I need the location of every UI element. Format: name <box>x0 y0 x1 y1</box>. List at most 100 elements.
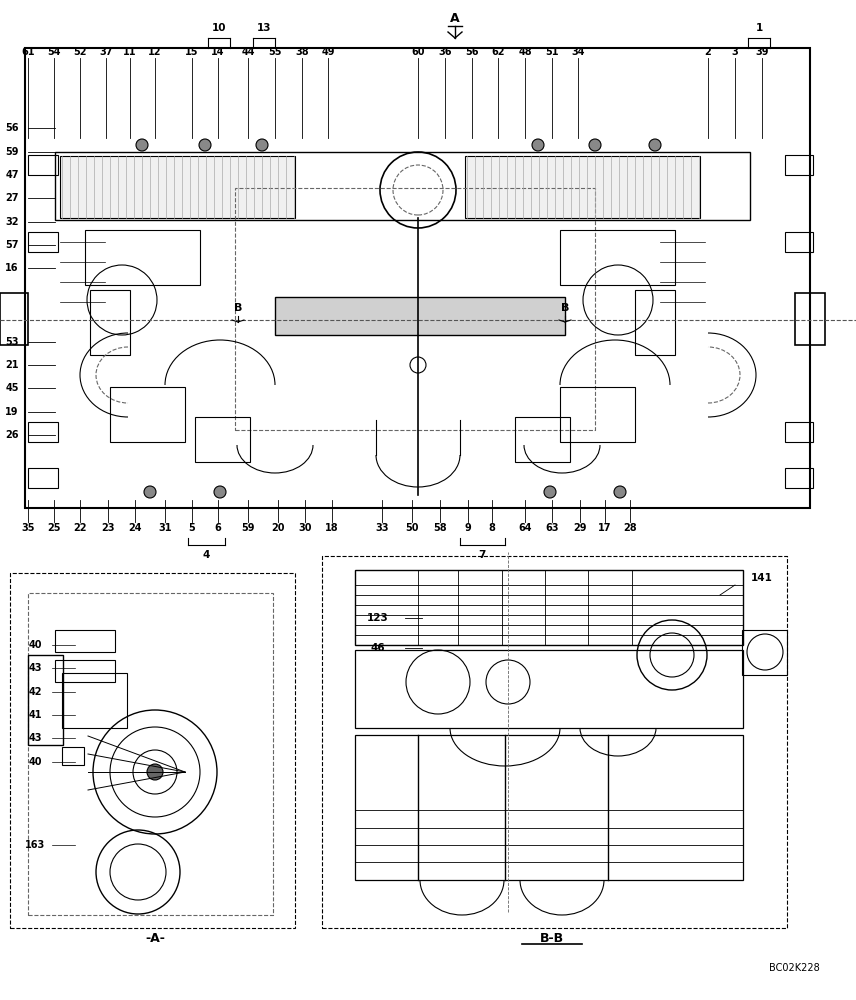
Bar <box>742 630 787 675</box>
Text: 32: 32 <box>5 217 19 227</box>
Text: 37: 37 <box>99 47 113 57</box>
Text: 14: 14 <box>211 47 225 57</box>
Text: 45: 45 <box>5 383 19 393</box>
Circle shape <box>199 139 211 151</box>
Text: 38: 38 <box>295 47 309 57</box>
Text: 47: 47 <box>5 170 19 180</box>
Circle shape <box>147 764 163 780</box>
Text: 43: 43 <box>28 663 42 673</box>
Bar <box>62 673 127 728</box>
Circle shape <box>136 139 148 151</box>
Bar <box>785 468 813 488</box>
Circle shape <box>614 486 626 498</box>
Text: 42: 42 <box>28 687 42 697</box>
Text: 24: 24 <box>128 523 142 533</box>
Bar <box>465 156 700 218</box>
Text: 46: 46 <box>371 643 385 653</box>
Text: 7: 7 <box>479 550 485 560</box>
Bar <box>355 650 743 728</box>
Text: 48: 48 <box>518 47 532 57</box>
Circle shape <box>144 486 156 498</box>
Text: 17: 17 <box>598 523 612 533</box>
Text: 62: 62 <box>491 47 505 57</box>
Bar <box>28 593 273 915</box>
Circle shape <box>532 139 544 151</box>
Text: 41: 41 <box>28 710 42 720</box>
Bar <box>560 230 675 285</box>
Bar <box>355 570 743 645</box>
Bar <box>195 417 250 462</box>
Bar <box>55 660 115 682</box>
Text: 18: 18 <box>325 523 339 533</box>
Bar <box>60 156 295 218</box>
Text: 53: 53 <box>5 337 19 347</box>
Text: 57: 57 <box>5 240 19 250</box>
Text: 2: 2 <box>704 47 711 57</box>
Circle shape <box>544 486 556 498</box>
Text: -A-: -A- <box>145 932 165 944</box>
Text: 16: 16 <box>5 263 19 273</box>
Bar <box>275 297 565 335</box>
Text: 11: 11 <box>123 47 137 57</box>
Bar <box>25 48 810 508</box>
Bar <box>90 290 130 355</box>
Text: 6: 6 <box>215 523 222 533</box>
Bar <box>785 155 813 175</box>
Bar <box>28 155 58 175</box>
Bar <box>635 290 675 355</box>
Text: 27: 27 <box>5 193 19 203</box>
Text: 26: 26 <box>5 430 19 440</box>
Text: 123: 123 <box>367 613 389 623</box>
Text: A: A <box>450 11 460 24</box>
Bar <box>10 573 295 928</box>
Text: 34: 34 <box>571 47 585 57</box>
Bar <box>55 630 115 652</box>
Text: 56: 56 <box>466 47 479 57</box>
Bar <box>28 468 58 488</box>
Text: 43: 43 <box>28 733 42 743</box>
Text: B: B <box>234 303 242 313</box>
Text: 58: 58 <box>433 523 447 533</box>
Text: 1: 1 <box>755 23 763 33</box>
Text: 40: 40 <box>28 757 42 767</box>
Circle shape <box>649 139 661 151</box>
Bar <box>355 735 743 880</box>
Text: 25: 25 <box>47 523 61 533</box>
Text: 54: 54 <box>47 47 61 57</box>
Bar <box>28 232 58 252</box>
Text: 28: 28 <box>623 523 637 533</box>
Text: 21: 21 <box>5 360 19 370</box>
Text: 56: 56 <box>5 123 19 133</box>
Bar <box>785 232 813 252</box>
Text: 15: 15 <box>185 47 199 57</box>
Text: 10: 10 <box>211 23 226 33</box>
Text: 44: 44 <box>241 47 255 57</box>
Text: 13: 13 <box>257 23 271 33</box>
Text: 141: 141 <box>751 573 773 583</box>
Bar <box>0 293 28 345</box>
Text: B: B <box>561 303 569 313</box>
Text: BC02K228: BC02K228 <box>770 963 820 973</box>
Text: 35: 35 <box>21 523 35 533</box>
Text: 20: 20 <box>271 523 285 533</box>
Bar <box>55 152 750 220</box>
Text: 5: 5 <box>188 523 195 533</box>
Text: 3: 3 <box>732 47 739 57</box>
Text: 61: 61 <box>21 47 35 57</box>
Text: 9: 9 <box>465 523 472 533</box>
Circle shape <box>589 139 601 151</box>
Circle shape <box>256 139 268 151</box>
Bar <box>85 230 200 285</box>
Text: 19: 19 <box>5 407 19 417</box>
Text: 163: 163 <box>25 840 45 850</box>
Text: 33: 33 <box>375 523 389 533</box>
Text: 36: 36 <box>438 47 452 57</box>
Text: 39: 39 <box>755 47 769 57</box>
Text: 40: 40 <box>28 640 42 650</box>
Text: 22: 22 <box>74 523 86 533</box>
Bar <box>28 655 63 745</box>
Text: 8: 8 <box>489 523 496 533</box>
Bar <box>28 422 58 442</box>
Text: 50: 50 <box>405 523 419 533</box>
Bar <box>560 387 635 442</box>
